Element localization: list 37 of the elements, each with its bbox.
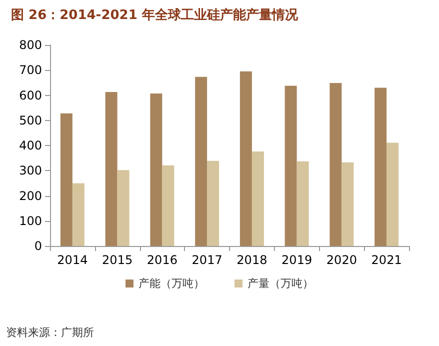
bar: [374, 88, 387, 246]
bar: [195, 76, 208, 246]
x-tick-label: 2015: [102, 253, 133, 267]
bar: [105, 92, 118, 246]
text: 资料来源：广期所: [6, 326, 94, 339]
bar: [252, 152, 264, 246]
legend-label: 产量（万吨）: [248, 277, 314, 290]
bar: [284, 86, 297, 246]
y-tick-label: 200: [19, 188, 42, 203]
x-tick-label: 2016: [146, 253, 178, 267]
bar: [330, 82, 342, 246]
bar: [117, 170, 130, 246]
bar: [162, 165, 174, 246]
bar: [342, 162, 354, 246]
bar: [386, 142, 399, 246]
y-tick-label: 800: [19, 38, 42, 52]
x-tick-label: 2019: [282, 253, 312, 267]
y-tick-label: 500: [19, 113, 42, 128]
bar: [240, 71, 252, 246]
y-tick-label: 400: [19, 138, 42, 152]
x-tick-label: 2017: [192, 253, 222, 267]
bar: [150, 93, 162, 246]
y-tick-label: 600: [19, 88, 42, 102]
x-tick-label: 2014: [57, 253, 88, 267]
bar: [72, 183, 84, 246]
chart-title: 图 26：2014-2021 年全球工业硅产能产量情况: [11, 7, 299, 23]
y-tick-label: 300: [19, 164, 42, 178]
legend-label: 产能（万吨）: [138, 277, 204, 290]
bar: [60, 113, 72, 246]
y-tick-label: 0: [34, 239, 42, 253]
x-tick-label: 2018: [236, 253, 268, 267]
bar: [296, 161, 309, 246]
bar: [207, 160, 220, 246]
x-tick-label: 2020: [326, 253, 357, 267]
x-tick-label: 2021: [371, 253, 402, 267]
y-tick-label: 100: [19, 214, 42, 228]
y-tick-label: 700: [19, 63, 42, 78]
